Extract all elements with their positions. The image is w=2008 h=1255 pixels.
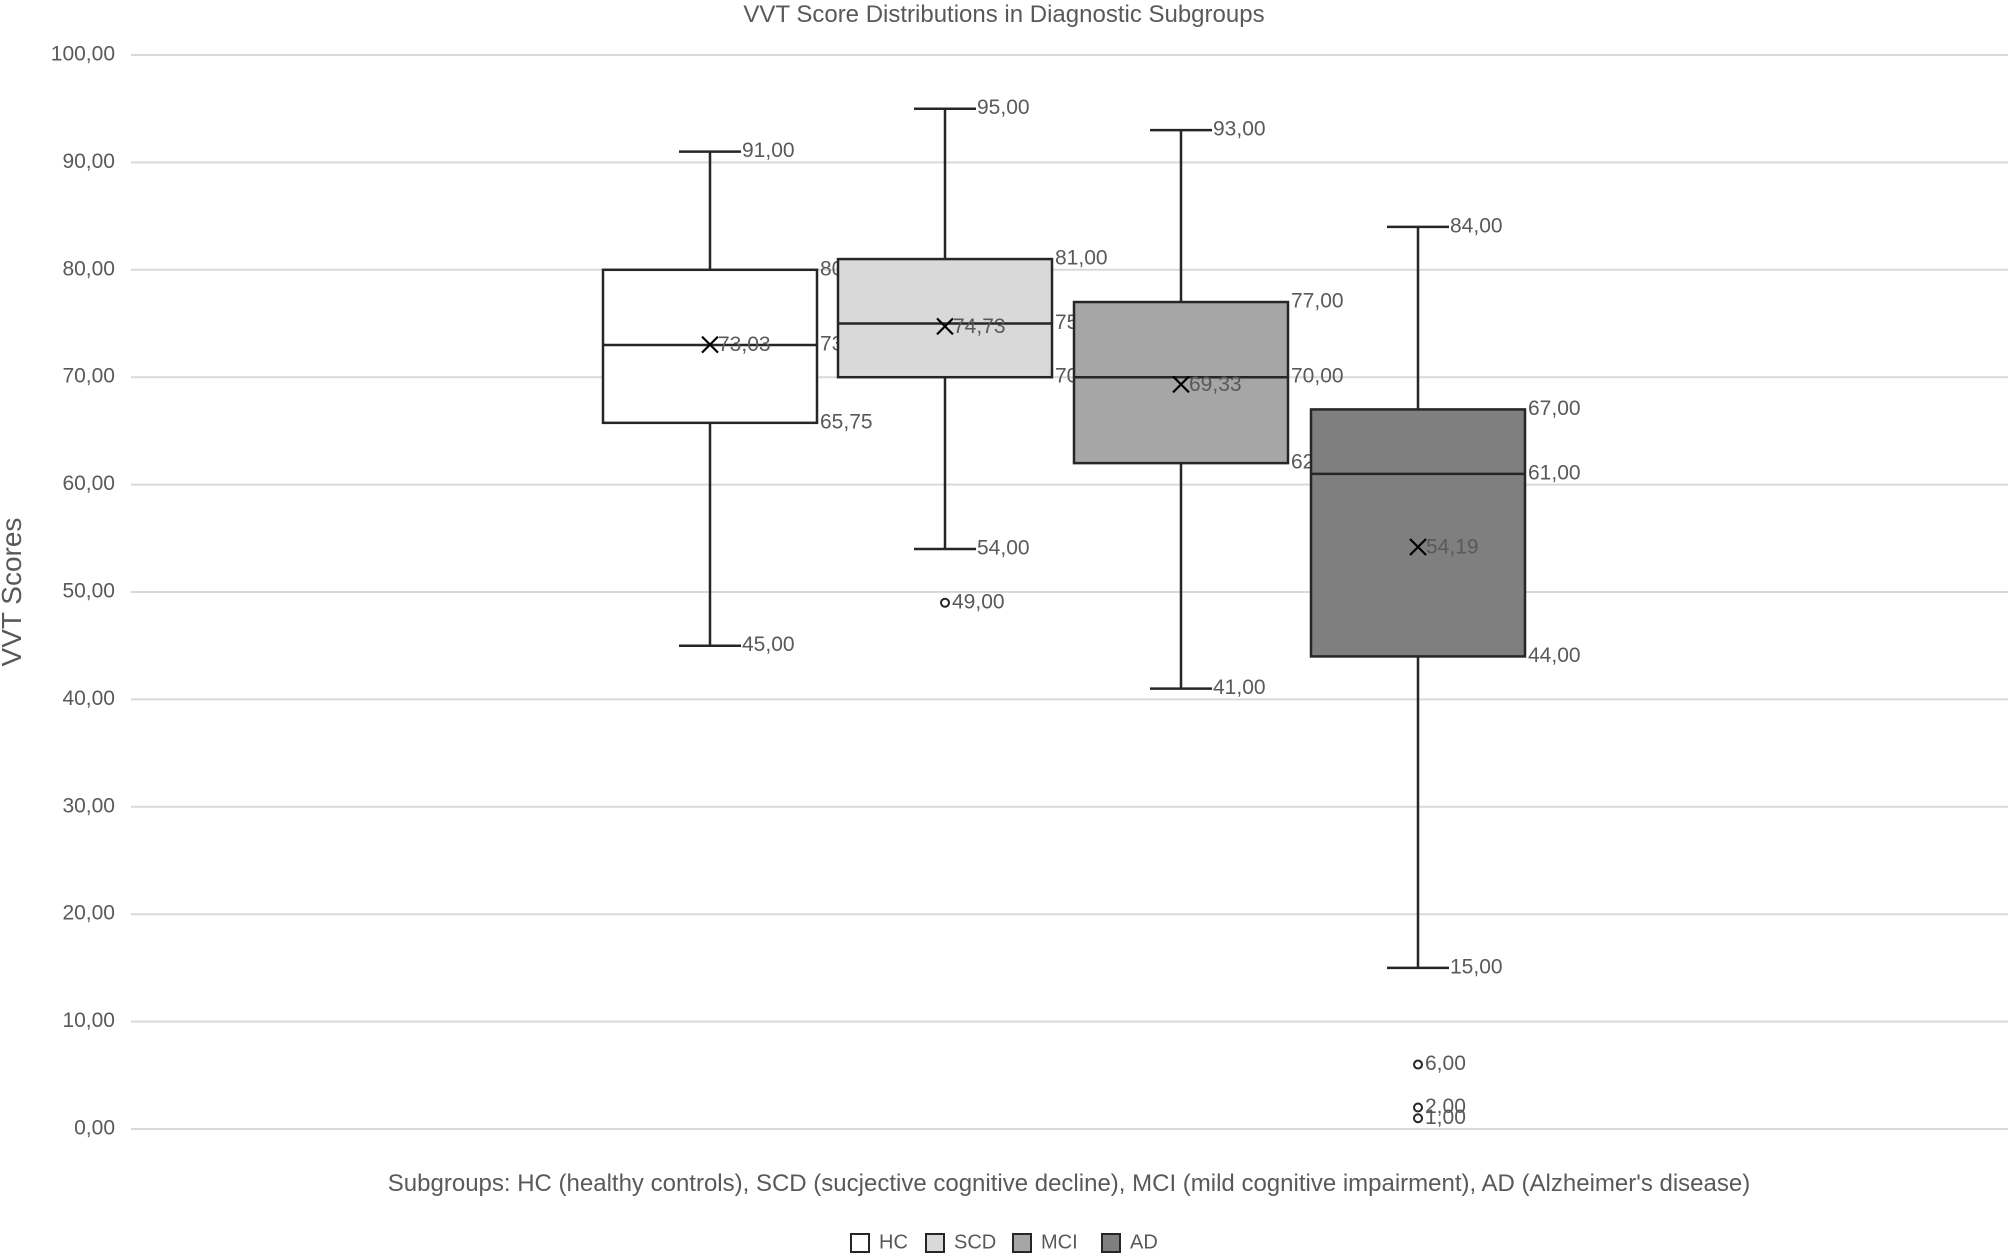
max-label: 91,00 xyxy=(742,139,795,162)
max-label: 93,00 xyxy=(1213,118,1266,141)
chart-title: VVT Score Distributions in Diagnostic Su… xyxy=(743,1,1264,28)
y-tick-label: 10,00 xyxy=(62,1009,115,1032)
outlier-point xyxy=(940,597,950,608)
legend-label: MCI xyxy=(1041,1231,1078,1253)
outlier-label: 1,00 xyxy=(1425,1106,1466,1129)
min-label: 45,00 xyxy=(742,633,795,656)
y-tick-label: 70,00 xyxy=(62,365,115,388)
max-label: 95,00 xyxy=(977,96,1030,119)
legend-label: SCD xyxy=(954,1231,996,1253)
legend: HC SCD MCI AD xyxy=(850,1231,1158,1253)
legend-swatch xyxy=(1101,1233,1121,1253)
y-tick-label: 80,00 xyxy=(62,257,115,280)
iqr-box xyxy=(1309,408,1527,658)
mean-label: 69,33 xyxy=(1189,373,1242,396)
legend-swatch xyxy=(925,1233,945,1253)
iqr-box xyxy=(1072,300,1290,465)
gridlines xyxy=(131,54,2008,1130)
y-tick-label: 40,00 xyxy=(62,687,115,710)
min-label: 15,00 xyxy=(1450,955,1503,978)
outlier-label: 2,00 xyxy=(1425,1095,1466,1118)
legend-label: AD xyxy=(1130,1231,1158,1253)
min-label: 54,00 xyxy=(977,537,1030,560)
outlier-point xyxy=(1413,1102,1423,1113)
mean-marker xyxy=(936,317,954,336)
y-tick-label: 0,00 xyxy=(74,1117,115,1140)
iqr-box xyxy=(836,257,1054,379)
y-tick-label: 20,00 xyxy=(62,902,115,925)
legend-item-mci: MCI xyxy=(1012,1231,1078,1253)
q3-label: 67,00 xyxy=(1528,397,1581,420)
legend-swatch xyxy=(1012,1233,1032,1253)
y-axis: 0,00 10,00 20,00 30,00 40,00 50,00 60,00 70,00 8… xyxy=(51,43,115,1140)
mean-marker xyxy=(701,335,719,354)
x-axis-label: Subgroups: HC (healthy controls), SCD (s… xyxy=(388,1170,1750,1197)
iqr-box xyxy=(601,268,819,425)
mean-label: 54,19 xyxy=(1426,536,1479,559)
y-tick-label: 60,00 xyxy=(62,472,115,495)
min-label: 41,00 xyxy=(1213,676,1266,699)
legend-item-hc: HC xyxy=(850,1231,908,1253)
y-tick-label: 90,00 xyxy=(62,150,115,173)
q1-label: 65,75 xyxy=(820,410,873,433)
box-ad: 6,00 2,001,00 84,00 67,00 61,00 44,00 15,00 54,… xyxy=(1309,214,1581,1129)
q1-label: 44,00 xyxy=(1528,644,1581,667)
max-label: 84,00 xyxy=(1450,214,1503,237)
legend-item-scd: SCD xyxy=(925,1231,996,1253)
outlier-point xyxy=(1413,1059,1423,1070)
q3-label: 81,00 xyxy=(1055,247,1108,270)
y-axis-label: VVT Scores xyxy=(0,518,27,667)
y-tick-label: 30,00 xyxy=(62,794,115,817)
mean-label: 73,03 xyxy=(718,333,771,356)
mean-marker xyxy=(1172,375,1190,394)
mean-label: 74,73 xyxy=(953,315,1006,338)
mean-marker xyxy=(1409,538,1427,556)
legend-label: HC xyxy=(879,1231,908,1253)
legend-item-ad: AD xyxy=(1101,1231,1158,1253)
legend-swatch xyxy=(850,1233,870,1253)
box-series: 91,0080,0073,0065,7545,0073,0349,0095,00… xyxy=(601,96,1581,1129)
outlier-label: 6,00 xyxy=(1425,1052,1466,1075)
outlier-label: 49,00 xyxy=(952,590,1005,613)
median-label: 70,00 xyxy=(1291,365,1344,388)
q3-label: 77,00 xyxy=(1291,290,1344,313)
y-tick-label: 50,00 xyxy=(62,580,115,603)
outlier-point xyxy=(1413,1113,1423,1124)
y-tick-label: 100,00 xyxy=(51,43,115,66)
median-label: 61,00 xyxy=(1528,461,1581,484)
